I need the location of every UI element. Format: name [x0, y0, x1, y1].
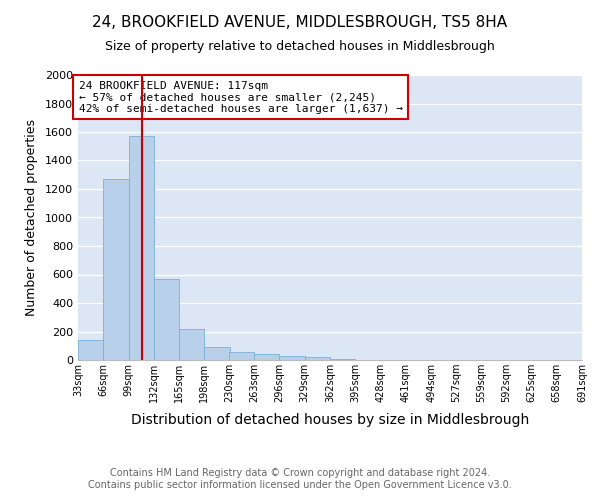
- Text: Contains HM Land Registry data © Crown copyright and database right 2024.
Contai: Contains HM Land Registry data © Crown c…: [88, 468, 512, 490]
- Text: Size of property relative to detached houses in Middlesbrough: Size of property relative to detached ho…: [105, 40, 495, 53]
- Bar: [229, 352, 254, 360]
- Bar: [305, 357, 330, 360]
- Text: 24 BROOKFIELD AVENUE: 117sqm
← 57% of detached houses are smaller (2,245)
42% of: 24 BROOKFIELD AVENUE: 117sqm ← 57% of de…: [79, 80, 403, 114]
- Text: 24, BROOKFIELD AVENUE, MIDDLESBROUGH, TS5 8HA: 24, BROOKFIELD AVENUE, MIDDLESBROUGH, TS…: [92, 15, 508, 30]
- Y-axis label: Number of detached properties: Number of detached properties: [25, 119, 38, 316]
- Bar: [78, 340, 103, 360]
- X-axis label: Distribution of detached houses by size in Middlesbrough: Distribution of detached houses by size …: [131, 414, 529, 428]
- Bar: [103, 179, 128, 360]
- Bar: [280, 356, 305, 360]
- Bar: [179, 330, 205, 360]
- Bar: [128, 136, 154, 360]
- Bar: [205, 347, 230, 360]
- Bar: [154, 279, 179, 360]
- Bar: [330, 358, 355, 360]
- Bar: [254, 354, 280, 360]
